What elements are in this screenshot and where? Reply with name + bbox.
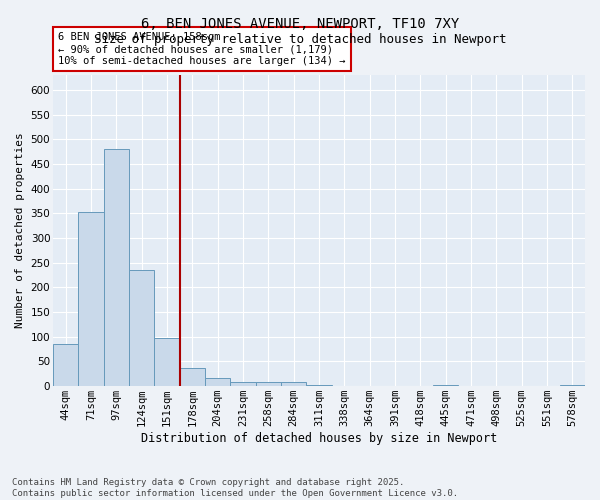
Bar bbox=[79, 212, 104, 386]
Bar bbox=[433, 384, 458, 386]
Bar bbox=[560, 384, 585, 386]
Text: Contains HM Land Registry data © Crown copyright and database right 2025.
Contai: Contains HM Land Registry data © Crown c… bbox=[12, 478, 458, 498]
Bar bbox=[104, 149, 129, 386]
Bar bbox=[154, 338, 180, 386]
Bar bbox=[307, 384, 332, 386]
Text: 6, BEN JONES AVENUE, NEWPORT, TF10 7XY: 6, BEN JONES AVENUE, NEWPORT, TF10 7XY bbox=[141, 18, 459, 32]
Bar bbox=[180, 368, 205, 386]
X-axis label: Distribution of detached houses by size in Newport: Distribution of detached houses by size … bbox=[141, 432, 497, 445]
Bar bbox=[129, 270, 154, 386]
Text: Size of property relative to detached houses in Newport: Size of property relative to detached ho… bbox=[94, 32, 506, 46]
Bar bbox=[205, 378, 230, 386]
Bar bbox=[281, 382, 307, 386]
Text: 6 BEN JONES AVENUE: 158sqm
← 90% of detached houses are smaller (1,179)
10% of s: 6 BEN JONES AVENUE: 158sqm ← 90% of deta… bbox=[58, 32, 346, 66]
Y-axis label: Number of detached properties: Number of detached properties bbox=[15, 132, 25, 328]
Bar bbox=[53, 344, 79, 386]
Bar bbox=[230, 382, 256, 386]
Bar bbox=[256, 382, 281, 386]
